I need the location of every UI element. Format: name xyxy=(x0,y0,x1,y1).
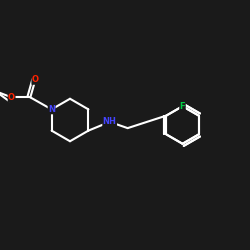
Text: N: N xyxy=(48,105,55,114)
Text: NH: NH xyxy=(103,117,117,126)
Text: O: O xyxy=(32,75,39,84)
Text: O: O xyxy=(8,93,15,102)
Text: F: F xyxy=(180,102,185,111)
